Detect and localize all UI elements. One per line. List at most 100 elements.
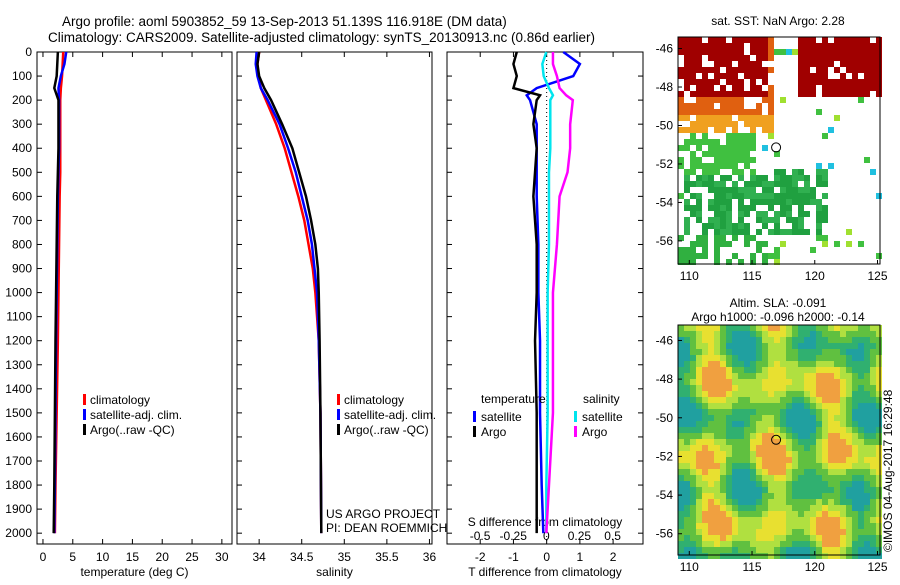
- map-cell: [780, 385, 786, 391]
- map-cell: [840, 427, 846, 433]
- map-cell: [828, 343, 834, 349]
- x-axis-label: salinity: [316, 565, 353, 579]
- map-cell: [870, 499, 876, 505]
- y-tick-label: 2000: [5, 526, 32, 540]
- map-cell: [810, 463, 816, 469]
- map-cell: [792, 349, 798, 355]
- map-cell: [816, 199, 822, 205]
- map-cell: [810, 379, 816, 385]
- map-cell: [828, 547, 834, 553]
- map-cell: [834, 505, 840, 511]
- map-cell: [786, 457, 792, 463]
- map-cell: [744, 235, 750, 241]
- map-cell: [678, 343, 684, 349]
- map-cell: [846, 535, 852, 541]
- map-cell: [756, 529, 762, 535]
- map-cell: [780, 343, 786, 349]
- map-cell: [696, 193, 702, 199]
- map-cell: [774, 463, 780, 469]
- map-cell: [738, 403, 744, 409]
- map-cell: [690, 487, 696, 493]
- map-cell: [726, 517, 732, 523]
- map-cell: [858, 409, 864, 415]
- map-cell: [696, 205, 702, 211]
- map-cell: [732, 421, 738, 427]
- map-cell: [804, 505, 810, 511]
- map-cell: [756, 73, 762, 79]
- map-cell: [702, 529, 708, 535]
- map-cell: [708, 187, 714, 193]
- map-cell: [828, 475, 834, 481]
- map-cell: [738, 133, 744, 139]
- map-cell: [852, 37, 858, 43]
- map-cell: [798, 343, 804, 349]
- map-cell: [816, 469, 822, 475]
- map-cell: [720, 379, 726, 385]
- map-cell: [786, 535, 792, 541]
- map-cell: [762, 529, 768, 535]
- map-cell: [864, 91, 870, 97]
- map-cell: [828, 85, 834, 91]
- map-cell: [720, 115, 726, 121]
- map-cell: [750, 109, 756, 115]
- map-cell: [726, 193, 732, 199]
- map-cell: [798, 175, 804, 181]
- map-cell: [762, 259, 768, 265]
- map-cell: [696, 181, 702, 187]
- map-cell: [804, 433, 810, 439]
- map-cell: [858, 493, 864, 499]
- y-tick-label: 1200: [5, 334, 32, 348]
- map-cell: [762, 523, 768, 529]
- map-cell: [756, 511, 762, 517]
- map-cell: [786, 403, 792, 409]
- map-cell: [810, 541, 816, 547]
- map-cell: [876, 43, 882, 49]
- map-frame: [677, 324, 881, 556]
- map-cell: [816, 463, 822, 469]
- map-cell: [708, 367, 714, 373]
- map-cell: [864, 391, 870, 397]
- map-cell: [726, 469, 732, 475]
- map-cell: [810, 511, 816, 517]
- legend-label: satellite: [481, 410, 522, 424]
- map-cell: [816, 205, 822, 211]
- map-cell: [828, 79, 834, 85]
- map-cell: [846, 343, 852, 349]
- map-cell: [750, 49, 756, 55]
- map-cell: [738, 469, 744, 475]
- map-cell: [702, 523, 708, 529]
- map-cell: [768, 535, 774, 541]
- map-cell: [696, 427, 702, 433]
- map-cell: [732, 463, 738, 469]
- map-cell: [678, 391, 684, 397]
- lon-tick-label: 125: [867, 269, 887, 283]
- map-cell: [774, 481, 780, 487]
- map-cell: [732, 547, 738, 553]
- map-cell: [696, 127, 702, 133]
- map-cell: [708, 505, 714, 511]
- map-cell: [726, 103, 732, 109]
- map-cell: [732, 331, 738, 337]
- map-cell: [876, 499, 882, 505]
- y-tick-label: 800: [12, 237, 32, 251]
- map-cell: [792, 499, 798, 505]
- map-cell: [690, 49, 696, 55]
- map-cell: [858, 445, 864, 451]
- map-cell: [804, 79, 810, 85]
- map-cell: [810, 487, 816, 493]
- map-cell: [864, 457, 870, 463]
- map-cell: [726, 331, 732, 337]
- map-cell: [786, 229, 792, 235]
- map-cell: [804, 391, 810, 397]
- map-cell: [846, 385, 852, 391]
- map-cell: [774, 373, 780, 379]
- map-cell: [798, 397, 804, 403]
- map-cell: [816, 181, 822, 187]
- map-cell: [804, 523, 810, 529]
- map-cell: [738, 91, 744, 97]
- map-cell: [738, 151, 744, 157]
- s-tick-label: 0: [543, 529, 550, 543]
- map-cell: [780, 169, 786, 175]
- map-cell: [744, 205, 750, 211]
- map-cell: [708, 451, 714, 457]
